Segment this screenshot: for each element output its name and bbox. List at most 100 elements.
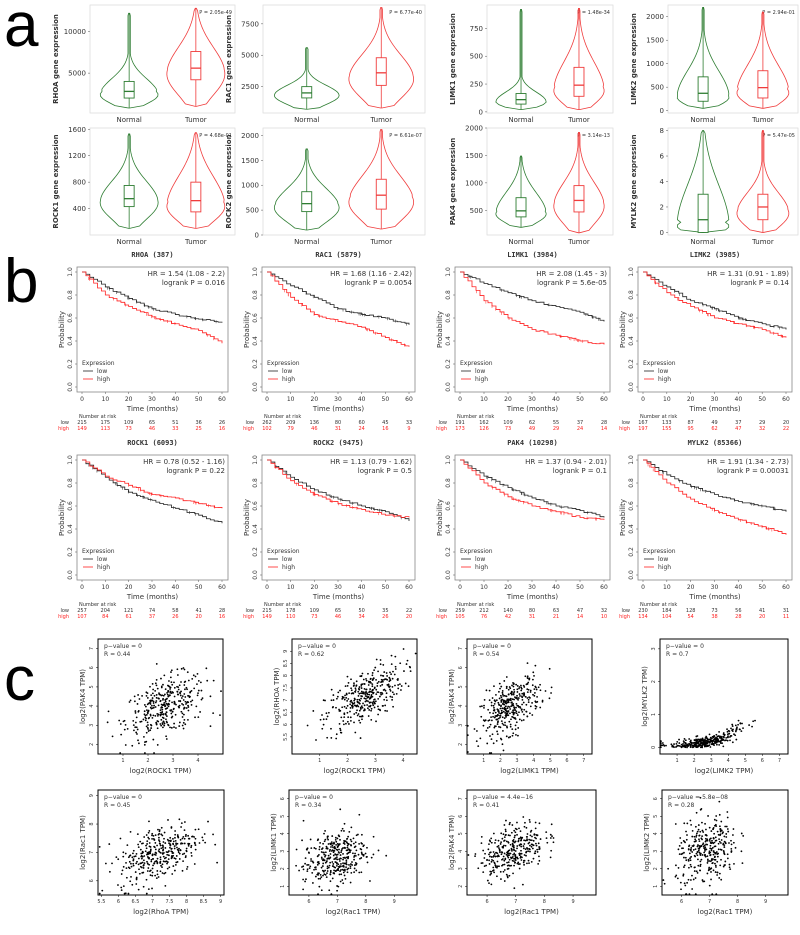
data-point xyxy=(403,670,405,672)
data-point xyxy=(124,723,127,726)
data-point xyxy=(711,741,714,744)
data-point xyxy=(477,745,480,748)
data-point xyxy=(134,871,137,873)
data-point xyxy=(328,864,331,867)
data-point xyxy=(500,685,503,688)
data-point xyxy=(180,822,183,825)
data-point xyxy=(714,836,717,839)
data-point xyxy=(151,834,153,837)
data-point xyxy=(534,707,537,710)
data-point xyxy=(328,857,331,860)
data-point xyxy=(142,885,145,888)
data-point xyxy=(142,718,145,721)
data-point xyxy=(137,857,140,860)
data-point xyxy=(159,862,162,865)
data-point xyxy=(521,856,523,859)
data-point xyxy=(680,746,683,749)
data-point xyxy=(490,856,493,858)
data-point xyxy=(173,695,176,698)
data-point xyxy=(160,864,162,867)
data-point xyxy=(179,691,181,694)
data-point xyxy=(343,705,346,708)
data-point xyxy=(500,832,503,835)
data-point xyxy=(377,691,380,694)
data-point xyxy=(498,712,500,714)
data-point xyxy=(505,687,508,689)
data-point xyxy=(170,826,173,828)
data-point xyxy=(138,698,141,700)
risk-count-low: 230 xyxy=(638,608,648,614)
data-point xyxy=(145,847,148,850)
x-tick-label: 3 xyxy=(374,758,377,764)
data-point xyxy=(347,857,349,860)
data-point xyxy=(212,712,215,715)
data-point xyxy=(495,718,498,721)
data-point xyxy=(159,851,162,854)
data-point xyxy=(516,685,519,687)
data-point xyxy=(322,859,325,862)
data-point xyxy=(377,849,380,852)
risk-count-high: 16 xyxy=(382,426,388,432)
data-point xyxy=(181,724,184,727)
data-point xyxy=(523,692,525,695)
data-point xyxy=(161,711,164,713)
y-tick-label: 8 xyxy=(89,822,95,825)
x-tick-label: 20 xyxy=(687,584,695,591)
data-point xyxy=(488,859,490,862)
data-point xyxy=(316,873,319,876)
data-point xyxy=(317,860,320,863)
data-point xyxy=(142,864,145,866)
data-point xyxy=(330,688,333,691)
x-tick-label: 8 xyxy=(185,899,188,905)
data-point xyxy=(531,843,534,846)
y-tick-label: 6 xyxy=(653,797,659,800)
legend-label-high: high xyxy=(475,564,488,571)
data-point xyxy=(360,851,363,854)
km-title: ROCK1 (6093) xyxy=(127,439,178,447)
data-point xyxy=(687,848,690,850)
data-point xyxy=(713,856,716,859)
data-point xyxy=(705,735,708,738)
y-tick-label: 5.5 xyxy=(283,733,289,741)
data-point xyxy=(695,738,697,741)
data-point xyxy=(720,858,722,861)
data-point xyxy=(696,851,699,853)
box xyxy=(190,51,202,81)
data-point xyxy=(209,695,212,698)
data-point xyxy=(496,845,499,848)
data-point xyxy=(732,828,735,830)
data-point xyxy=(150,724,153,727)
data-point xyxy=(338,843,341,846)
data-point xyxy=(708,851,711,854)
data-point xyxy=(525,826,528,829)
data-point xyxy=(510,831,513,834)
data-point xyxy=(695,834,698,837)
data-point xyxy=(708,839,711,842)
data-point xyxy=(691,746,694,749)
y-tick-label: 0.0 xyxy=(628,570,635,580)
data-point xyxy=(534,850,537,853)
data-point xyxy=(118,719,121,722)
data-point xyxy=(391,685,394,688)
data-point xyxy=(168,699,171,702)
km-plot: PAK4 (10298)0 10 20 30 40 50 600.00.20.40.60.8… xyxy=(436,439,611,620)
data-point xyxy=(703,741,706,744)
data-point xyxy=(322,718,325,721)
data-point xyxy=(728,863,731,866)
data-point xyxy=(507,711,509,713)
data-point xyxy=(495,740,498,742)
data-point xyxy=(340,873,343,876)
data-point xyxy=(701,854,704,856)
data-point xyxy=(506,714,508,717)
data-point xyxy=(172,865,175,867)
plot-frame xyxy=(291,638,418,755)
data-point xyxy=(155,860,158,862)
data-point xyxy=(509,736,512,738)
data-point xyxy=(516,856,519,859)
y-tick-label: 7 xyxy=(89,851,95,854)
risk-count-high: 84 xyxy=(102,614,108,620)
data-point xyxy=(691,829,694,832)
data-point xyxy=(180,697,183,699)
data-point xyxy=(132,849,135,852)
